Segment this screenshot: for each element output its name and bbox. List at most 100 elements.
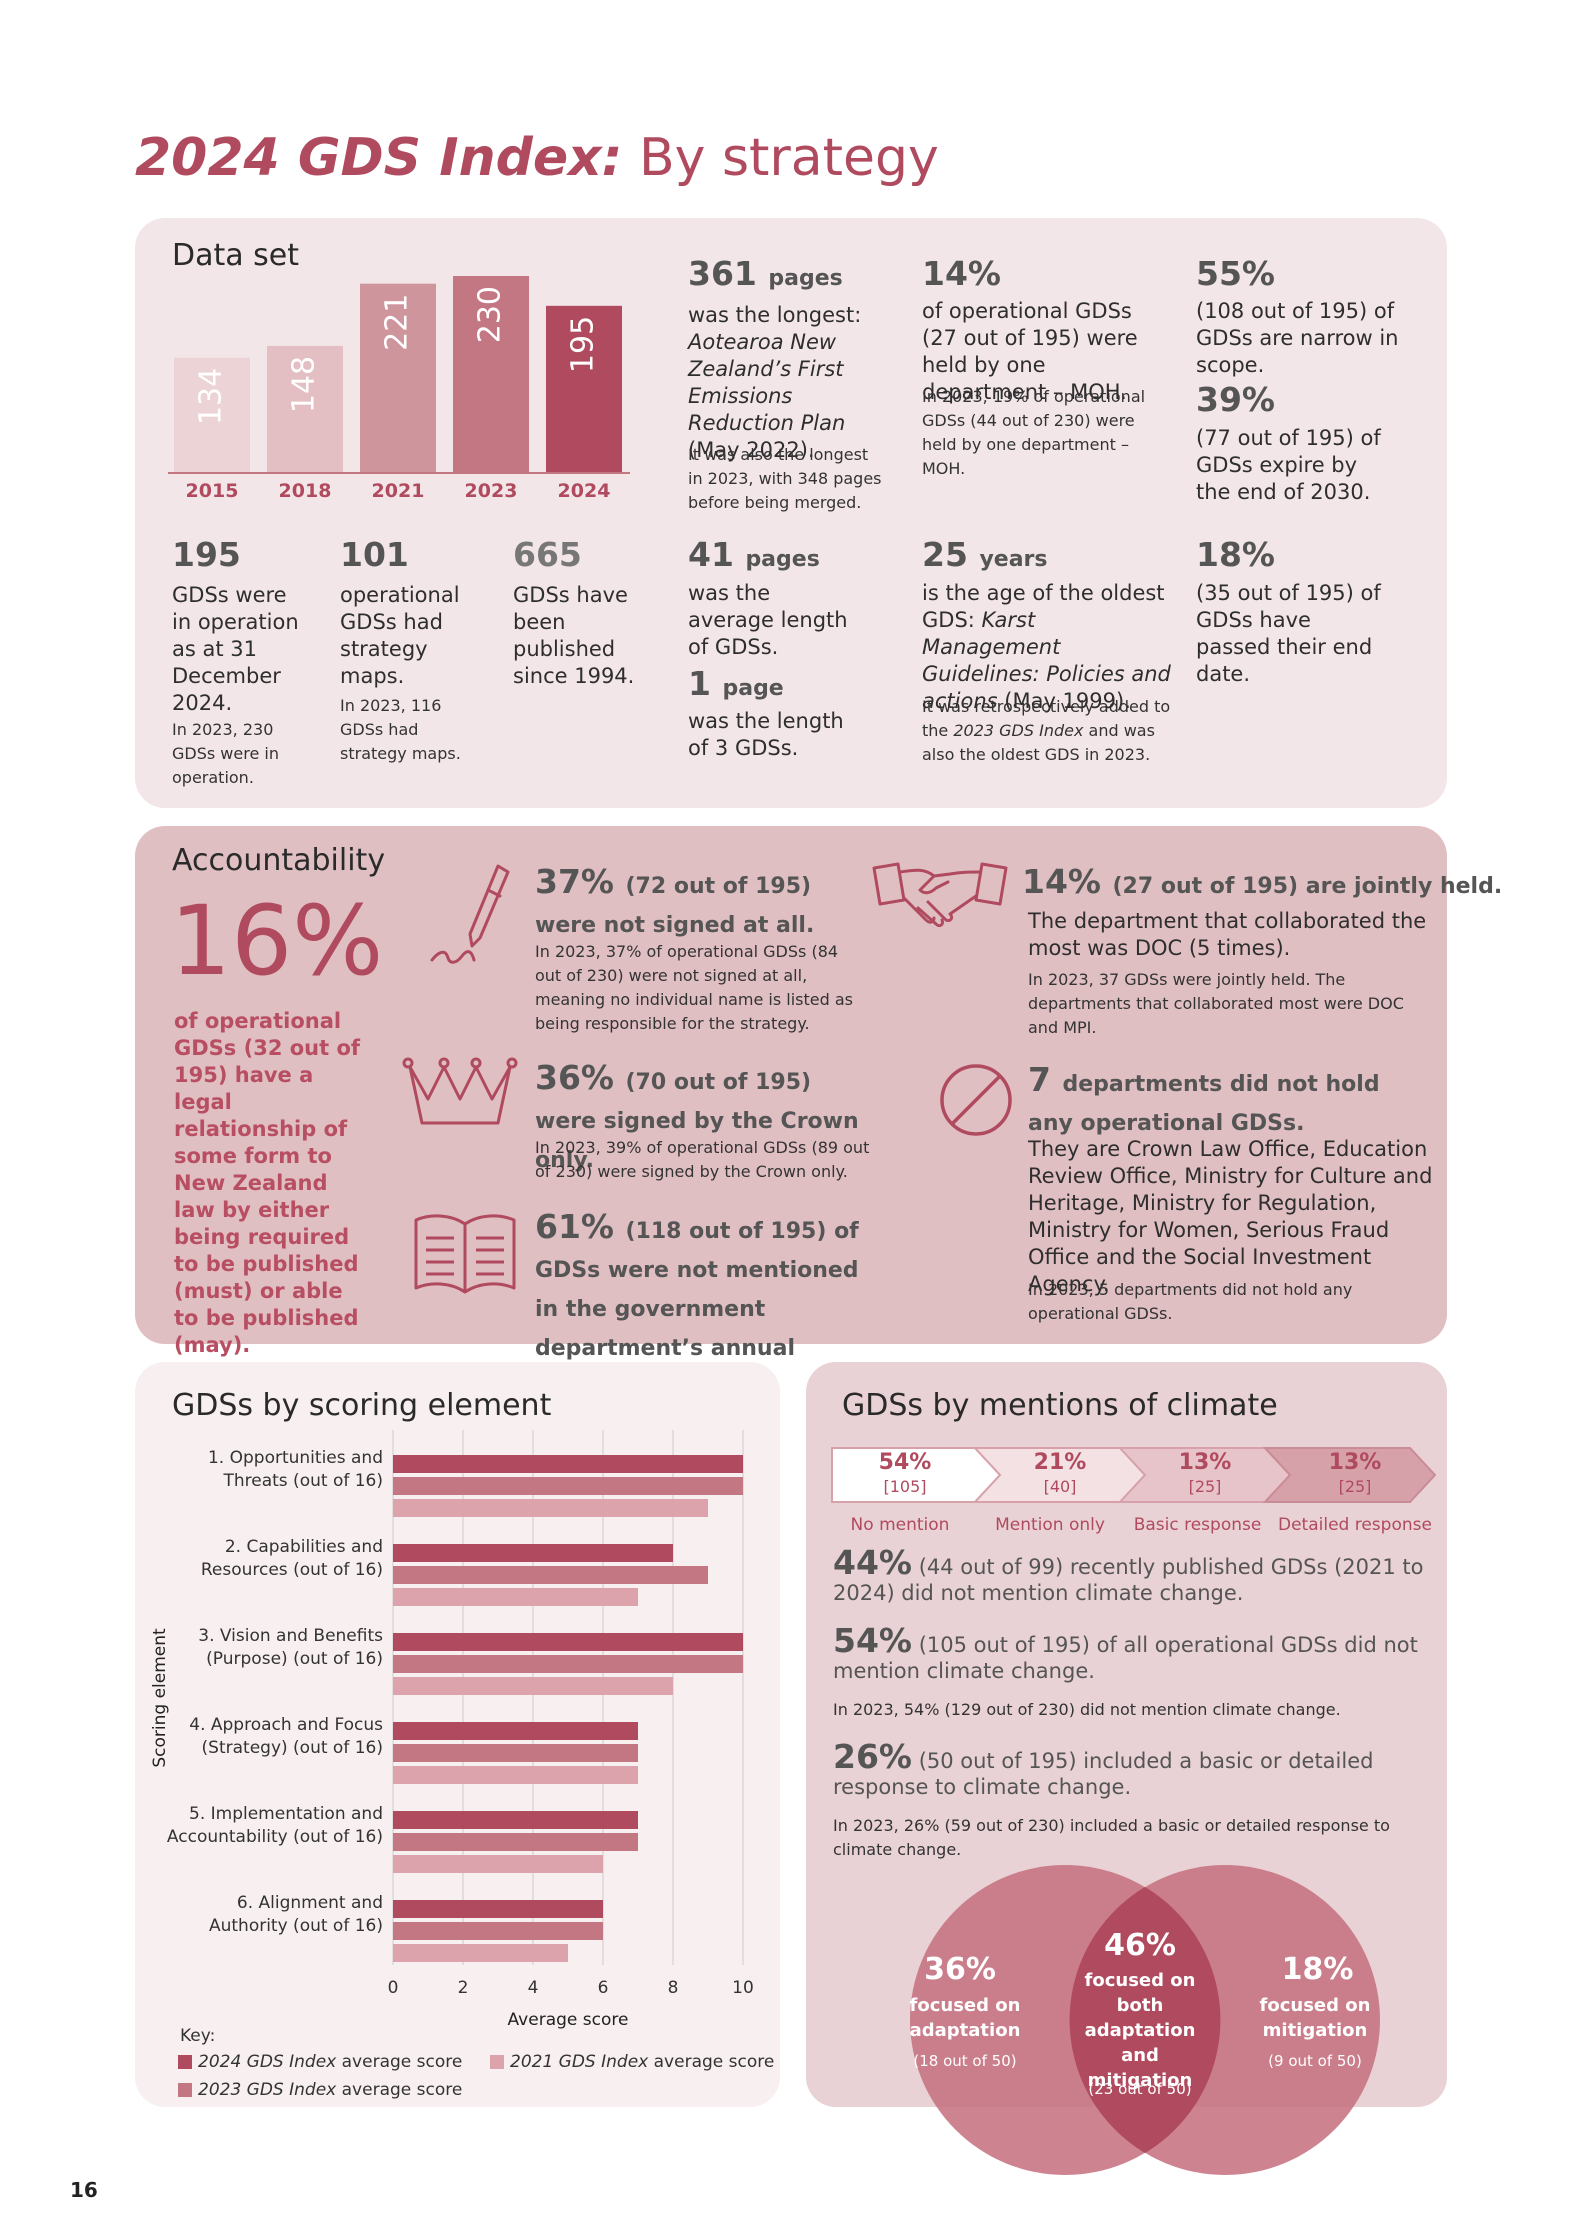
climate-44: 44% (44 out of 99) recently published GD… — [833, 1543, 1424, 1605]
x-axis-label: Average score — [508, 2010, 629, 2030]
venn-left-text: focused on adaptation — [909, 1995, 1021, 2041]
score-bar-2-2023 — [393, 1566, 708, 1584]
climate-26: 26% (50 out of 195) included a basic or … — [833, 1737, 1374, 1799]
x-tick-2: 2 — [458, 1978, 469, 1998]
key-2024: 2024 GDS Index average score — [178, 2052, 462, 2072]
category-label-5-line-2: Accountability (out of 16) — [167, 1827, 383, 1847]
venn-mid-text: focused on both adaptation and mitigatio… — [1084, 1970, 1196, 2091]
accountability-panel — [135, 826, 1447, 1344]
pages-41: 41 pages — [688, 535, 820, 574]
key-2023: 2023 GDS Index average score — [178, 2080, 462, 2100]
key-2021-swatch — [490, 2055, 504, 2069]
pct-14-num: 14% — [922, 254, 1001, 293]
climate-26-note: In 2023, 26% (59 out of 230) included a … — [833, 1816, 1390, 1859]
accountability-title: Accountability — [172, 843, 386, 878]
pages-361-text: was the longest: Aotearoa New Zealand’s … — [688, 303, 862, 462]
category-label-6-line-1: 6. Alignment and — [237, 1893, 383, 1913]
score-bar-5-2021 — [393, 1855, 603, 1873]
prohibited-icon — [940, 1064, 1012, 1136]
acc-7: 7 departments did not hold any operation… — [1028, 1060, 1380, 1136]
score-bar-1-2024 — [393, 1455, 743, 1473]
years-25-text: is the age of the oldest GDS: Karst Mana… — [922, 581, 1171, 713]
venn-left-pct: 36% — [924, 1952, 996, 1987]
page-1-text: was the length of 3 GDSs. — [688, 709, 844, 760]
acc-14-body: The department that collaborated the mos… — [1028, 909, 1427, 960]
acc-7-body: They are Crown Law Office, Education Rev… — [1028, 1137, 1433, 1296]
year-label-2024: 2024 — [558, 480, 611, 502]
score-bar-1-2023 — [393, 1477, 743, 1495]
venn-right-pct: 18% — [1281, 1952, 1354, 1987]
scoring-title: GDSs by scoring element — [172, 1388, 552, 1423]
score-bar-3-2024 — [393, 1633, 743, 1651]
y-axis-label: Scoring element — [150, 1628, 170, 1768]
page-1: 1 page — [688, 664, 784, 703]
yearly-gds-chart: 134 2015 148 2018 221 2021 230 2023 195 2024 — [168, 276, 630, 502]
open-book-icon — [414, 1214, 516, 1294]
chev-1-label: No mention — [850, 1515, 950, 1535]
score-bar-5-2024 — [393, 1811, 638, 1829]
chev-3-pct: 13% — [1178, 1450, 1232, 1475]
acc-36: 36% (70 out of 195) were signed by the C… — [535, 1058, 859, 1173]
pct-39-num: 39% — [1196, 380, 1275, 419]
acc-14: 14% (27 out of 195) are jointly held. — [1022, 862, 1503, 901]
climate-54: 54% (105 out of 195) of all operational … — [833, 1621, 1418, 1683]
key-2021: 2021 GDS Index average score — [490, 2052, 774, 2072]
years-25-note: It was retrospectively added to the 2023… — [922, 697, 1171, 764]
accountability-big-pct: 16% — [170, 885, 384, 997]
year-label-2015: 2015 — [186, 480, 239, 502]
page-title: 2024 GDS Index: By strategy — [135, 128, 939, 188]
score-bar-1-2021 — [393, 1499, 708, 1517]
pct-39-text: (77 out of 195) of GDSs expire by the en… — [1196, 426, 1381, 504]
key-2024-swatch — [178, 2055, 192, 2069]
year-label-2018: 2018 — [279, 480, 332, 502]
category-label-3-line-1: 3. Vision and Benefits — [198, 1626, 383, 1646]
x-tick-8: 8 — [668, 1978, 679, 1998]
score-bar-4-2023 — [393, 1744, 638, 1762]
accountability-big-text: of operational GDSs (32 out of 195) have… — [174, 1009, 361, 1357]
chev-4-num: [25] — [1338, 1477, 1372, 1496]
chev-3-num: [25] — [1188, 1477, 1222, 1496]
pages-361-note: It was also the longest in 2023, with 34… — [688, 445, 882, 512]
score-bar-3-2021 — [393, 1677, 673, 1695]
climate-chevrons — [831, 1447, 1437, 1503]
category-label-2-line-2: Resources (out of 16) — [201, 1560, 383, 1580]
year-bar-2018 — [267, 345, 343, 472]
stat-101-text: operational GDSs had strategy maps. — [340, 583, 460, 688]
pct-14-text: of operational GDSs (27 out of 195) were… — [922, 299, 1138, 404]
category-label-6-line-2: Authority (out of 16) — [209, 1916, 383, 1936]
venn-mid-pct: 46% — [1104, 1928, 1176, 1963]
chev-2-pct: 21% — [1033, 1450, 1087, 1475]
chev-3-label: Basic response — [1133, 1515, 1262, 1535]
score-bar-4-2024 — [393, 1722, 638, 1740]
acc-36-note: In 2023, 39% of operational GDSs (89 out… — [535, 1138, 870, 1181]
venn-right-text: focused on mitigation — [1259, 1995, 1371, 2041]
pages-41-text: was the average length of GDSs. — [688, 581, 848, 659]
year-label-2023: 2023 — [465, 480, 518, 502]
year-bar-value-2024: 195 — [566, 316, 601, 373]
pct-14-note: In 2023, 19% of operational GDSs (44 out… — [922, 387, 1146, 478]
year-bar-2015 — [174, 357, 250, 472]
category-label-2-line-1: 2. Capabilities and — [225, 1537, 383, 1557]
venn-right-note: (9 out of 50) — [1268, 2052, 1362, 2070]
chev-4-label: Detailed response — [1278, 1515, 1432, 1535]
pct-55-num: 55% — [1196, 254, 1275, 293]
score-bar-6-2021 — [393, 1944, 568, 1962]
score-bar-2-2024 — [393, 1544, 673, 1562]
venn-overlap — [1069, 1887, 1221, 2153]
stat-195-num: 195 — [172, 535, 241, 574]
category-label-4-line-1: 4. Approach and Focus — [189, 1715, 383, 1735]
score-bar-5-2023 — [393, 1833, 638, 1851]
year-bar-2024 — [546, 305, 622, 472]
chevron-detailed — [1262, 1447, 1437, 1503]
chev-2-label: Mention only — [995, 1515, 1105, 1535]
venn-mid-note: (23 out of 50) — [1088, 2080, 1192, 2098]
stat-101-note: In 2023, 116 GDSs had strategy maps. — [340, 696, 461, 763]
year-bar-2023 — [453, 276, 529, 472]
climate-venn — [910, 1865, 1380, 2175]
year-bar-value-2015: 134 — [194, 368, 229, 425]
chev-4-pct: 13% — [1328, 1450, 1382, 1475]
years-25: 25 years — [922, 535, 1048, 574]
stat-665-text: GDSs have been published since 1994. — [513, 583, 635, 688]
acc-14-note: In 2023, 37 GDSs were jointly held. The … — [1028, 970, 1404, 1037]
category-label-5-line-1: 5. Implementation and — [189, 1804, 383, 1824]
